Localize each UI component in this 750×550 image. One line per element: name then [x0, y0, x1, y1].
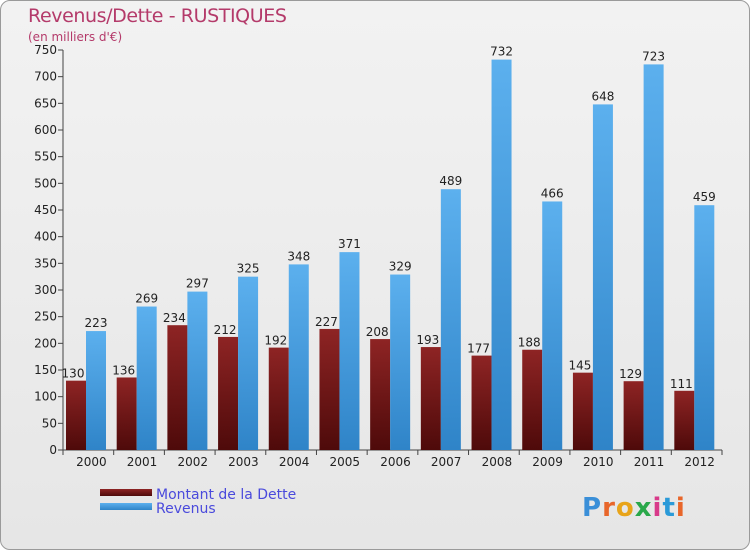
y-tick-label: 350	[34, 256, 57, 270]
bar-label-revenus: 459	[693, 190, 716, 204]
y-tick-label: 100	[34, 390, 57, 404]
logo-text: Proxiti	[582, 493, 686, 523]
legend-swatch-dette	[100, 489, 152, 496]
bar-label-revenus: 371	[338, 237, 361, 251]
bar-revenus	[592, 104, 613, 451]
bar-label-dette: 130	[62, 367, 85, 381]
bar-revenus	[491, 59, 512, 450]
y-tick-label: 400	[34, 230, 57, 244]
bars: 130 223 136 269 234 297 212 325 192 348 227 371 208 3…	[62, 45, 716, 451]
proxiti-logo: Proxiti	[582, 493, 686, 523]
bar-label-revenus: 489	[439, 174, 462, 188]
x-tick-label: 2000	[76, 455, 107, 469]
bar-revenus	[440, 189, 461, 450]
y-tick-label: 150	[34, 363, 57, 377]
bar-revenus	[694, 205, 715, 450]
bar-dette	[268, 347, 289, 450]
bar-label-revenus: 648	[591, 89, 614, 103]
bar-label-revenus: 723	[642, 49, 665, 63]
bar-dette	[66, 380, 86, 450]
y-tick-label: 450	[34, 203, 57, 217]
bar-revenus	[187, 291, 208, 450]
bar-label-revenus: 466	[541, 186, 564, 200]
bar-label-revenus: 297	[186, 277, 209, 291]
x-tick-label: 2004	[279, 455, 310, 469]
legend-swatch-revenus	[100, 503, 152, 510]
bar-dette	[522, 349, 543, 450]
chart-subtitle: (en milliers d'€)	[28, 30, 123, 44]
y-tick-label: 600	[34, 123, 57, 137]
bar-dette	[420, 347, 441, 450]
legend-label-revenus: Revenus	[156, 501, 216, 517]
y-tick-label: 0	[49, 443, 57, 457]
bar-dette	[370, 339, 391, 450]
bar-label-revenus: 325	[237, 262, 260, 276]
y-tick-label: 550	[34, 150, 57, 164]
bar-dette	[623, 381, 644, 450]
x-tick-label: 2003	[228, 455, 259, 469]
legend-label-dette: Montant de la Dette	[156, 487, 296, 503]
y-tick-label: 200	[34, 336, 57, 350]
bar-label-revenus: 348	[287, 249, 310, 263]
bar-label-dette: 136	[112, 363, 135, 377]
bar-label-dette: 111	[670, 377, 693, 391]
y-tick-label: 500	[34, 176, 57, 190]
y-tick-label: 750	[34, 43, 57, 57]
bar-dette	[572, 372, 593, 450]
bar-dette	[116, 377, 137, 450]
x-tick-label: 2009	[532, 455, 563, 469]
x-tick-label: 2012	[684, 455, 715, 469]
bar-revenus	[288, 264, 309, 450]
bar-label-dette: 192	[264, 334, 287, 348]
chart-title: Revenus/Dette - RUSTIQUES	[28, 5, 287, 27]
bar-label-dette: 193	[416, 333, 439, 347]
bar-revenus	[136, 306, 157, 450]
x-tick-label: 2001	[127, 455, 158, 469]
y-tick-label: 250	[34, 310, 57, 324]
bar-dette	[471, 355, 492, 450]
y-tick-label: 300	[34, 283, 57, 297]
x-tick-label: 2010	[583, 455, 614, 469]
x-tick-label: 2006	[380, 455, 411, 469]
y-tick-label: 650	[34, 96, 57, 110]
bar-revenus	[643, 64, 664, 451]
x-tick-label: 2011	[634, 455, 665, 469]
bar-dette	[319, 328, 340, 450]
bar-dette	[167, 325, 188, 450]
x-tick-label: 2002	[177, 455, 208, 469]
bar-label-revenus: 732	[490, 45, 513, 59]
x-tick-label: 2005	[330, 455, 361, 469]
bar-dette	[674, 390, 695, 450]
bar-label-dette: 188	[518, 336, 541, 350]
bar-label-dette: 234	[163, 311, 186, 325]
bar-revenus	[86, 331, 106, 450]
bar-label-dette: 227	[315, 315, 338, 329]
bar-dette	[218, 336, 239, 450]
bar-revenus	[390, 274, 411, 450]
x-tick-label: 2007	[431, 455, 462, 469]
x-tick-label: 2008	[482, 455, 513, 469]
legend: Montant de la Dette Revenus	[100, 487, 296, 517]
bar-revenus	[542, 201, 563, 450]
bar-label-dette: 145	[568, 359, 591, 373]
y-tick-label: 700	[34, 70, 57, 84]
bar-revenus	[238, 276, 259, 450]
bar-label-revenus: 329	[389, 260, 412, 274]
bar-label-dette: 212	[214, 323, 237, 337]
bar-label-dette: 208	[366, 325, 389, 339]
y-tick-label: 50	[42, 416, 57, 430]
bar-label-revenus: 269	[135, 292, 158, 306]
bar-label-revenus: 223	[85, 316, 108, 330]
bar-revenus	[339, 252, 360, 450]
bar-label-dette: 129	[619, 367, 642, 381]
bar-label-dette: 177	[467, 342, 490, 356]
axes: 0 50 100 150 200 250 300 350 400 450 500 550 600 650 7…	[34, 43, 723, 469]
